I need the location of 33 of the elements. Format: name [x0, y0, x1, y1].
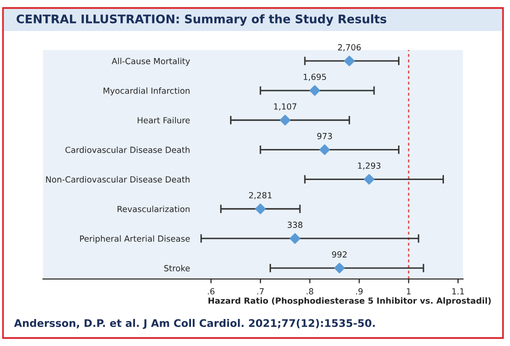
x-tick-label: .9 — [356, 288, 363, 294]
point — [319, 144, 330, 156]
annotation: 2,706 — [338, 44, 361, 52]
annotation: 1,293 — [358, 162, 380, 170]
x-tick-label: .8 — [306, 288, 314, 294]
y-tick-label: Stroke — [164, 264, 190, 272]
annotation: 992 — [332, 251, 347, 258]
y-tick-label: All-Cause Mortality — [112, 58, 190, 66]
annotation: 973 — [317, 132, 332, 140]
point — [290, 233, 300, 244]
annotation: 1,107 — [274, 103, 296, 110]
chart-title: CENTRAL ILLUSTRATION: Summary of the Study Results — [16, 14, 386, 26]
point — [255, 204, 266, 214]
annotation: 338 — [288, 222, 302, 228]
y-tick-label: Cardiovascular Disease Death — [65, 146, 190, 153]
y-tick-label: Myocardial Infarction — [104, 87, 190, 96]
point — [280, 114, 290, 126]
y-tick-label: Revascularization — [118, 206, 190, 212]
point — [334, 262, 345, 274]
x-axis-title: Hazard Ratio (Phosphodiesterase 5 Inhibitor vs. Alprostadil) — [208, 297, 491, 306]
point — [344, 56, 355, 66]
point — [364, 174, 374, 185]
y-tick-label: Peripheral Arterial Disease — [80, 235, 190, 244]
x-tick-label: 1.1 — [452, 288, 464, 294]
x-tick-label: .7 — [257, 288, 264, 294]
text: Andersson, D.P. et al. J Am Coll Cardiol. 2021;77(12):1535-50. — [14, 318, 375, 329]
x-tick-label: 1 — [406, 288, 411, 294]
y-tick-label: Non-Cardiovascular Disease Death — [46, 176, 190, 183]
annotation: 1,695 — [304, 74, 326, 81]
annotation: 2,281 — [249, 192, 272, 200]
point — [309, 85, 320, 96]
x-tick-label: .6 — [208, 288, 214, 294]
y-tick-label: Heart Failure — [138, 116, 190, 124]
